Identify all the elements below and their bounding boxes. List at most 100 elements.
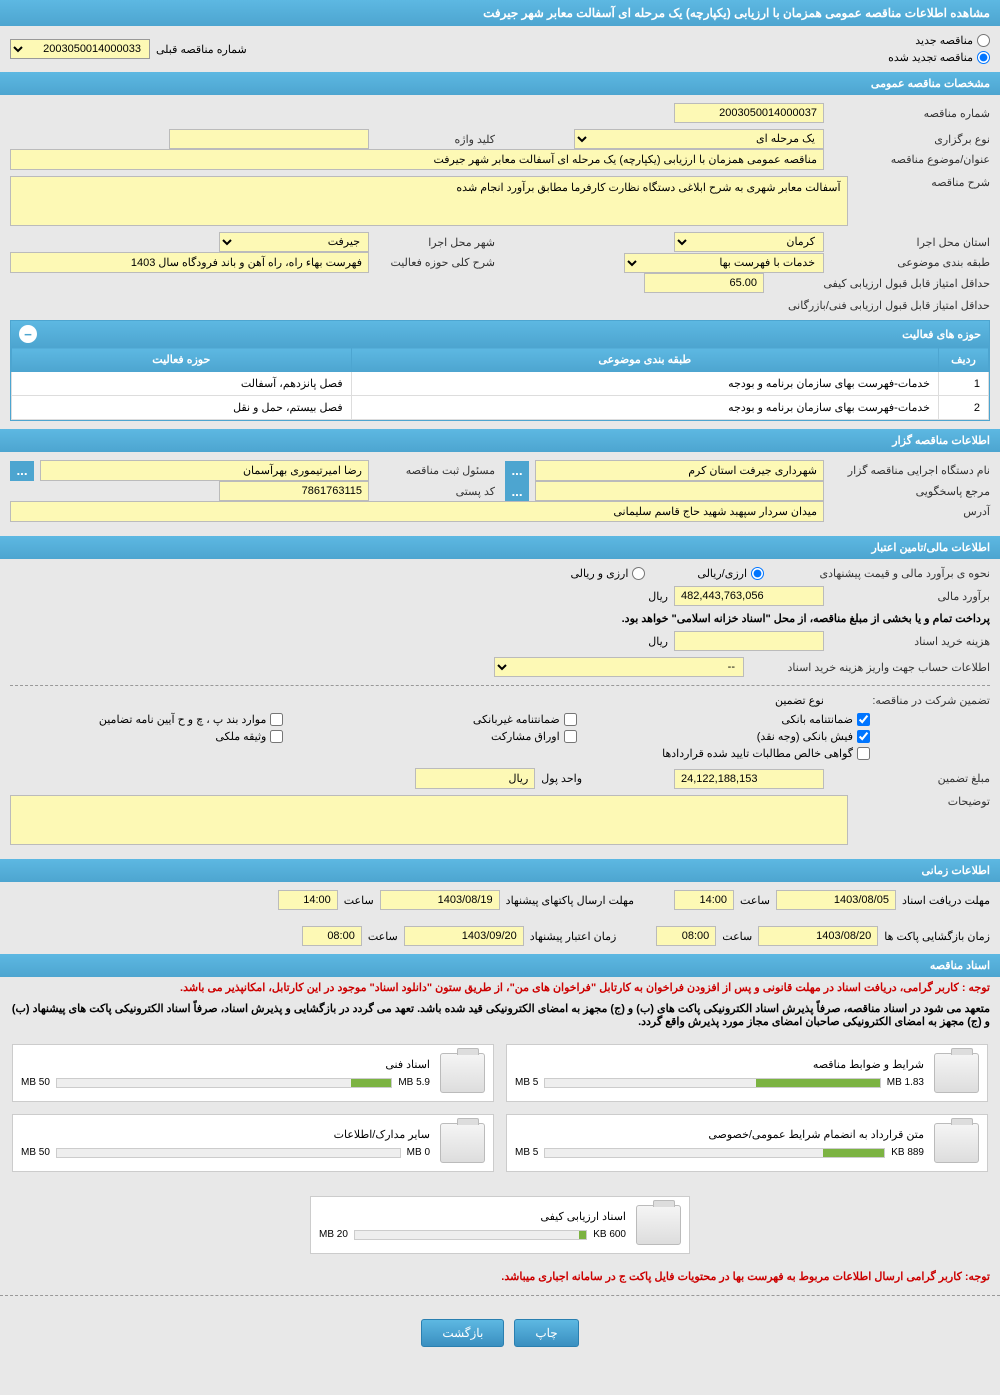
financial-section-body: نحوه ی برآورد مالی و قیمت پیشنهادی ارزی/…	[0, 559, 1000, 859]
doc-max: 50 MB	[21, 1147, 50, 1158]
open-time[interactable]: 08:00	[656, 926, 716, 946]
method-arzi-radio[interactable]: ارزی/ریالی	[697, 567, 764, 580]
cell: 1	[939, 372, 989, 396]
page-title: مشاهده اطلاعات مناقصه عمومی همزمان با ار…	[0, 0, 1000, 26]
progress-bar	[544, 1148, 885, 1158]
notice-1: توجه : کاربر گرامی، دریافت اسناد در مهلت…	[0, 977, 1000, 998]
table-row: 1 خدمات-فهرست بهای سازمان برنامه و بودجه…	[12, 372, 989, 396]
folder-icon	[440, 1123, 485, 1163]
type-select[interactable]: یک مرحله ای	[574, 129, 824, 149]
doc-title: اسناد فنی	[21, 1058, 430, 1071]
activity-desc-label: شرح کلی حوزه فعالیت	[375, 256, 495, 269]
responder-field[interactable]	[535, 481, 824, 501]
hour-label: ساعت	[740, 894, 770, 907]
doc-box[interactable]: شرایط و ضوابط مناقصه 1.83 MB 5 MB	[506, 1044, 988, 1102]
g2-check[interactable]: ضمانتنامه غیربانکی	[303, 713, 576, 726]
postal-field: 7861763115	[219, 481, 369, 501]
cell: 2	[939, 396, 989, 420]
receive-date[interactable]: 1403/08/05	[776, 890, 896, 910]
number-field: 2003050014000037	[674, 103, 824, 123]
guarantee-type-label: نوع تضمین	[775, 694, 824, 707]
col-row: ردیف	[939, 348, 989, 372]
doc-box[interactable]: اسناد ارزیابی کیفی 600 KB 20 MB	[310, 1196, 690, 1254]
registrar-field: رضا امیرتیموری بهرآسمان	[40, 460, 369, 481]
documents-section-header: اسناد مناقصه	[0, 954, 1000, 977]
submit-date[interactable]: 1403/08/19	[380, 890, 500, 910]
payment-note: پرداخت تمام و یا بخشی از مبلغ مناقصه، از…	[622, 612, 990, 625]
guarantee-checkboxes: ضمانتنامه بانکی ضمانتنامه غیربانکی موارد…	[10, 713, 870, 760]
radio-new-input[interactable]	[977, 34, 990, 47]
keyword-field[interactable]	[169, 129, 369, 149]
account-select[interactable]: --	[494, 657, 744, 677]
cell: فصل پانزدهم، آسفالت	[12, 372, 352, 396]
subject-class-select[interactable]: خدمات با فهرست بها	[624, 253, 824, 273]
separator	[0, 1295, 1000, 1296]
account-label: اطلاعات حساب جهت واریز هزینه خرید اسناد	[750, 661, 990, 674]
doc-used: 1.83 MB	[887, 1077, 924, 1088]
timing-row-2: زمان بازگشایی پاکت ها 1403/08/20 ساعت 08…	[0, 918, 1000, 954]
radio-new[interactable]: مناقصه جدید	[888, 34, 990, 47]
previous-number-group: شماره مناقصه قبلی 2003050014000033	[10, 39, 247, 59]
title-label: عنوان/موضوع مناقصه	[830, 153, 990, 166]
general-section-body: شماره مناقصه 2003050014000037 نوع برگزار…	[0, 95, 1000, 429]
action-buttons: چاپ بازگشت	[0, 1304, 1000, 1362]
responder-lookup-button[interactable]: ...	[505, 481, 529, 501]
back-button[interactable]: بازگشت	[421, 1319, 504, 1347]
print-button[interactable]: چاپ	[514, 1319, 578, 1347]
cell: خدمات-فهرست بهای سازمان برنامه و بودجه	[351, 372, 938, 396]
method-rial-radio[interactable]: ارزی و ریالی	[570, 567, 645, 580]
desc-field[interactable]: آسفالت معابر شهری به شرح ابلاغی دستگاه ن…	[10, 176, 848, 226]
timing-section-header: اطلاعات زمانی	[0, 859, 1000, 882]
open-date[interactable]: 1403/08/20	[758, 926, 878, 946]
hour-label: ساعت	[368, 930, 398, 943]
submit-time[interactable]: 14:00	[278, 890, 338, 910]
progress-bar	[56, 1078, 392, 1088]
address-label: آدرس	[830, 505, 990, 518]
doc-title: متن قرارداد به انضمام شرایط عمومی/خصوصی	[515, 1128, 924, 1141]
radio-new-label: مناقصه جدید	[915, 34, 973, 47]
g1-check[interactable]: ضمانتنامه بانکی	[597, 713, 870, 726]
responder-label: مرجع پاسخگویی	[830, 485, 990, 498]
desc-label: شرح مناقصه	[854, 176, 990, 189]
doc-used: 600 KB	[593, 1229, 626, 1240]
previous-number-select[interactable]: 2003050014000033	[10, 39, 150, 59]
doc-used: 0 MB	[407, 1147, 430, 1158]
doc-box[interactable]: اسناد فنی 5.9 MB 50 MB	[12, 1044, 494, 1102]
general-section-header: مشخصات مناقصه عمومی	[0, 72, 1000, 95]
agency-label: نام دستگاه اجرایی مناقصه گزار	[830, 464, 990, 477]
doc-box[interactable]: سایر مدارک/اطلاعات 0 MB 50 MB	[12, 1114, 494, 1172]
progress-bar	[56, 1148, 401, 1158]
doc-max: 50 MB	[21, 1077, 50, 1088]
explain-field[interactable]	[10, 795, 848, 845]
validity-date[interactable]: 1403/09/20	[404, 926, 524, 946]
g6-check[interactable]: وثیقه ملکی	[10, 730, 283, 743]
g7-check[interactable]: گواهی خالص مطالبات تایید شده قراردادها	[597, 747, 870, 760]
radio-renewed-input[interactable]	[977, 51, 990, 64]
doc-max: 20 MB	[319, 1229, 348, 1240]
financial-section-header: اطلاعات مالی/تامین اعتبار	[0, 536, 1000, 559]
registrar-lookup-button[interactable]: ...	[10, 461, 34, 481]
folder-icon	[440, 1053, 485, 1093]
g4-check[interactable]: فیش بانکی (وجه نقد)	[597, 730, 870, 743]
city-select[interactable]: جیرفت	[219, 232, 369, 252]
province-select[interactable]: کرمان	[674, 232, 824, 252]
receive-time[interactable]: 14:00	[674, 890, 734, 910]
agency-lookup-button[interactable]: ...	[505, 461, 529, 481]
validity-time[interactable]: 08:00	[302, 926, 362, 946]
address-field: میدان سردار سپهبد شهید حاج قاسم سلیمانی	[10, 501, 824, 522]
g5-check[interactable]: اوراق مشارکت	[303, 730, 576, 743]
notice-2: متعهد می شود در اسناد مناقصه، صرفاً پذیر…	[0, 998, 1000, 1032]
table-row: 2 خدمات-فهرست بهای سازمان برنامه و بودجه…	[12, 396, 989, 420]
purchase-cost-field[interactable]	[674, 631, 824, 651]
collapse-icon[interactable]: −	[19, 325, 37, 343]
doc-box[interactable]: متن قرارداد به انضمام شرایط عمومی/خصوصی …	[506, 1114, 988, 1172]
g3-check[interactable]: موارد بند پ ، چ و ح آیین نامه تضامین	[10, 713, 283, 726]
activity-desc-field: فهرست بهاء راه، راه آهن و باند فرودگاه س…	[10, 252, 369, 273]
folder-icon	[636, 1205, 681, 1245]
doc-max: 5 MB	[515, 1077, 538, 1088]
previous-number-label: شماره مناقصه قبلی	[156, 43, 247, 56]
agency-field: شهرداری جیرفت استان کرم	[535, 460, 824, 481]
radio-renewed[interactable]: مناقصه تجدید شده	[888, 51, 990, 64]
estimate-field: 482,443,763,056	[674, 586, 824, 606]
guarantee-amount-field: 24,122,188,153	[674, 769, 824, 789]
